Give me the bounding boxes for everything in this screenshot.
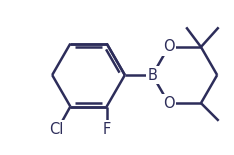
Text: Cl: Cl — [49, 122, 64, 137]
Text: O: O — [163, 40, 174, 54]
Text: O: O — [163, 96, 174, 111]
Text: F: F — [102, 122, 111, 137]
Text: B: B — [147, 68, 157, 83]
